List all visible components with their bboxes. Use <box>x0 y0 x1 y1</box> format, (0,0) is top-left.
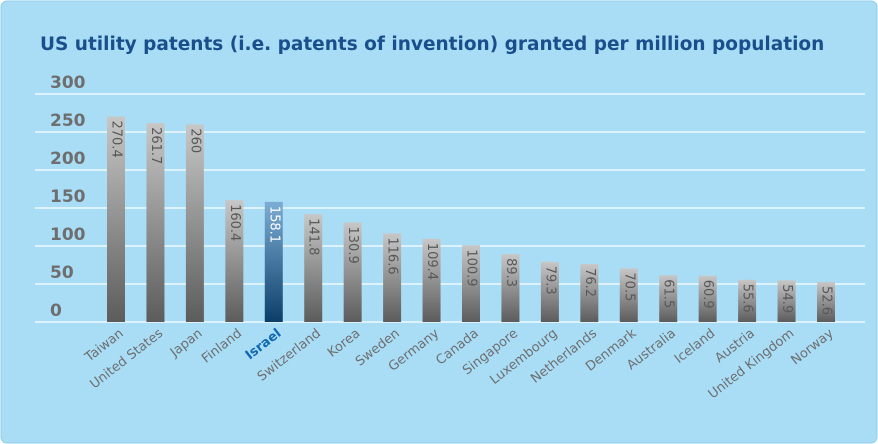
value-label: 261.7 <box>148 127 163 164</box>
value-label: 130.9 <box>345 227 360 264</box>
y-tick-label: 100 <box>50 225 86 245</box>
bar <box>422 238 441 322</box>
bar <box>107 116 125 322</box>
y-tick-label: 300 <box>50 73 86 93</box>
value-label: 109.4 <box>424 243 439 280</box>
bar <box>146 123 165 322</box>
bar <box>659 275 678 322</box>
bar <box>185 124 204 323</box>
value-label: 160.4 <box>227 204 242 241</box>
bar <box>383 233 402 322</box>
bar <box>225 200 244 322</box>
bar <box>264 201 283 322</box>
bar <box>738 279 757 322</box>
value-label: 270.4 <box>109 120 124 157</box>
bar <box>343 222 362 322</box>
value-label: 60.9 <box>700 280 715 309</box>
value-label: 89.3 <box>503 258 518 287</box>
bar <box>304 214 323 322</box>
y-tick-label: 50 <box>50 263 74 283</box>
value-label: 79.3 <box>542 266 557 295</box>
bar <box>501 254 520 322</box>
y-tick-label: 0 <box>50 301 62 321</box>
value-label: 260 <box>187 128 202 153</box>
value-label: 54.9 <box>779 284 794 313</box>
value-label: 55.6 <box>740 284 755 313</box>
bar <box>462 245 480 322</box>
value-label: 100.9 <box>464 249 479 286</box>
value-label: 141.8 <box>306 218 321 255</box>
value-label: 52.6 <box>819 286 834 315</box>
bar <box>777 280 796 322</box>
chart-title: US utility patents (i.e. patents of inve… <box>40 34 824 55</box>
value-label: 76.2 <box>582 268 597 297</box>
bar <box>817 282 835 322</box>
value-label: 61.5 <box>661 279 676 308</box>
bar <box>698 275 717 322</box>
bar <box>580 264 599 322</box>
y-tick-label: 150 <box>50 187 86 207</box>
value-label: 116.6 <box>385 237 400 274</box>
value-label: 158.1 <box>266 206 281 243</box>
y-tick-label: 200 <box>50 149 86 169</box>
bar <box>540 261 559 322</box>
value-label: 70.5 <box>621 272 636 301</box>
y-tick-label: 250 <box>50 111 86 131</box>
bar <box>619 268 638 322</box>
